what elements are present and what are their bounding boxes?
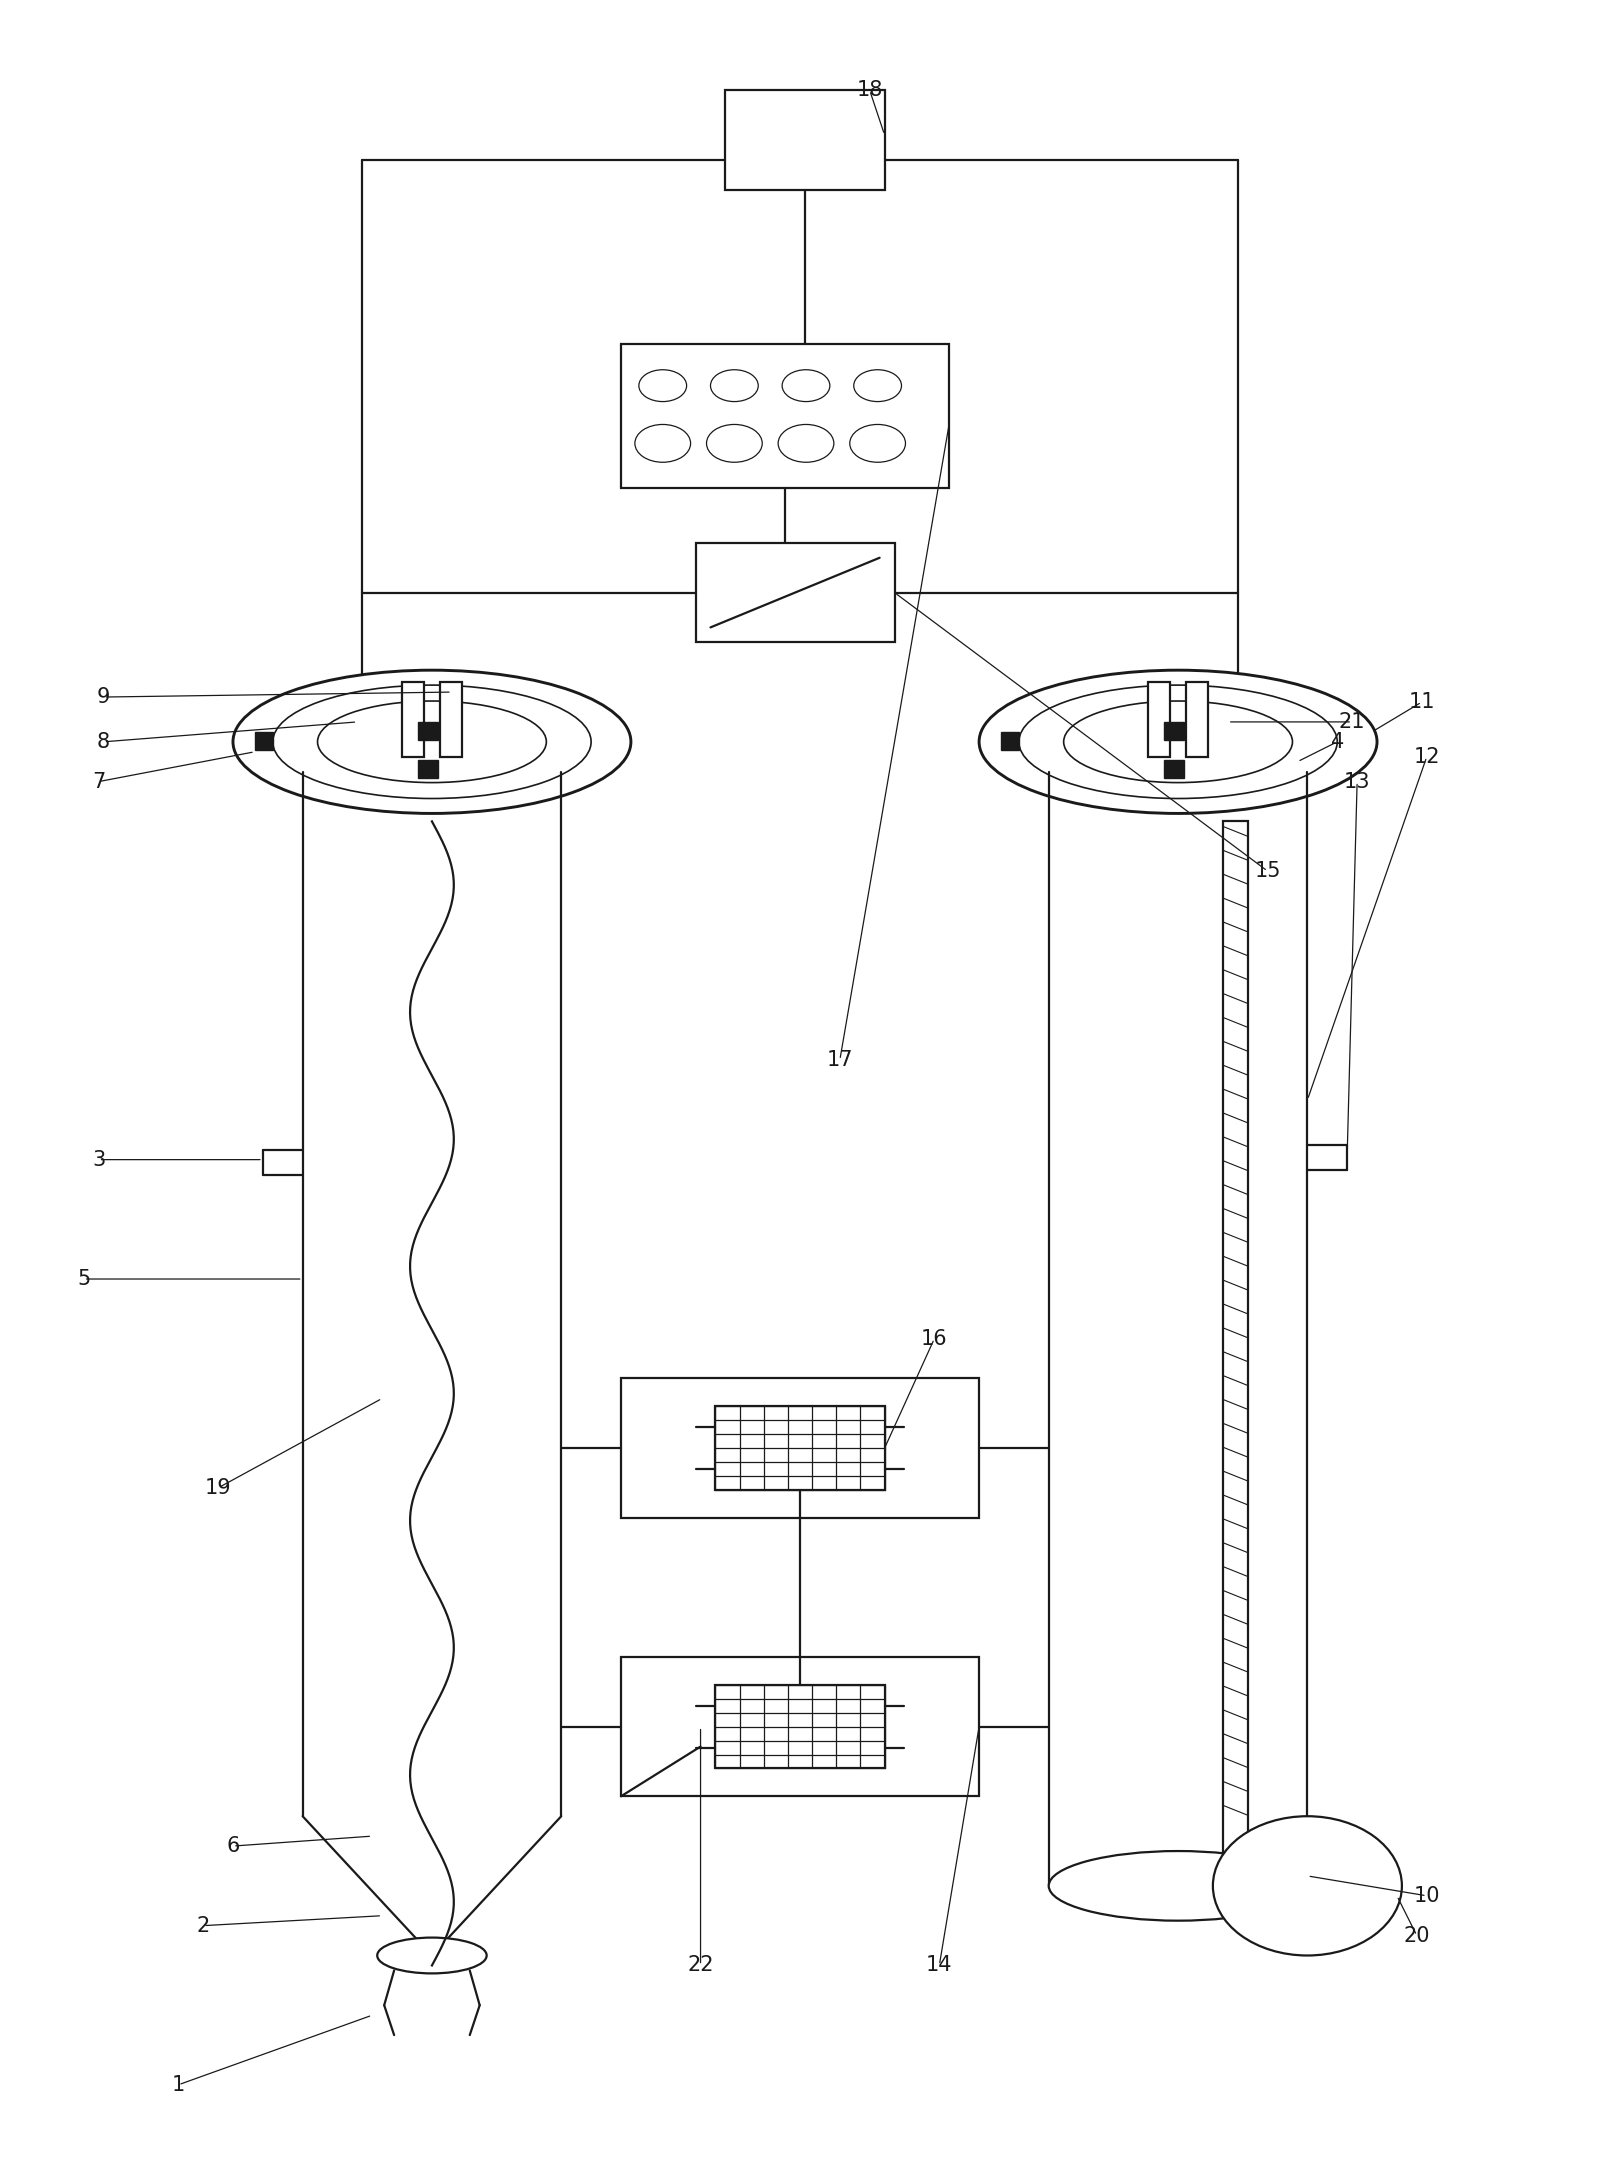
Bar (417, 721, 438, 741)
Text: 5: 5 (77, 1270, 90, 1289)
Text: 19: 19 (205, 1479, 232, 1498)
Bar (725, 89, 884, 189)
Text: 12: 12 (1413, 747, 1440, 767)
Text: 7: 7 (92, 771, 105, 791)
Text: 16: 16 (921, 1329, 947, 1348)
Bar (1165, 721, 1184, 741)
Bar (620, 1657, 979, 1797)
Text: 11: 11 (1408, 693, 1435, 712)
Text: 13: 13 (1344, 771, 1371, 791)
Text: 2: 2 (197, 1917, 209, 1936)
Bar (620, 1379, 979, 1518)
Text: 15: 15 (1255, 860, 1281, 882)
Text: 18: 18 (857, 81, 883, 100)
Bar (1223, 821, 1247, 1867)
Bar (417, 760, 438, 778)
Ellipse shape (781, 370, 830, 401)
Text: 10: 10 (1413, 1886, 1440, 1906)
Ellipse shape (778, 425, 834, 462)
Ellipse shape (377, 1938, 487, 1973)
Text: 8: 8 (97, 732, 110, 751)
Bar (440, 682, 462, 756)
Text: 17: 17 (826, 1050, 854, 1069)
Ellipse shape (1063, 701, 1292, 782)
Ellipse shape (710, 370, 759, 401)
Ellipse shape (1018, 686, 1337, 799)
Bar (1165, 760, 1184, 778)
Bar (1186, 682, 1208, 756)
Ellipse shape (272, 686, 591, 799)
Text: 6: 6 (226, 1836, 240, 1856)
Ellipse shape (979, 671, 1377, 812)
Ellipse shape (234, 671, 632, 812)
Bar (1000, 732, 1018, 749)
Ellipse shape (854, 370, 902, 401)
Ellipse shape (317, 701, 546, 782)
Bar (715, 1407, 884, 1490)
Bar (696, 542, 894, 643)
Ellipse shape (635, 425, 691, 462)
Text: 22: 22 (688, 1956, 714, 1975)
Ellipse shape (640, 370, 686, 401)
Ellipse shape (1213, 1816, 1402, 1956)
Text: 14: 14 (926, 1956, 952, 1975)
Text: 4: 4 (1331, 732, 1344, 751)
Ellipse shape (707, 425, 762, 462)
Ellipse shape (1049, 1851, 1308, 1921)
Text: 21: 21 (1339, 712, 1366, 732)
Text: 3: 3 (92, 1150, 105, 1170)
Bar (715, 1686, 884, 1769)
Text: 1: 1 (172, 2076, 185, 2095)
Bar (620, 344, 949, 488)
Bar (255, 732, 272, 749)
Bar (1149, 682, 1170, 756)
Text: 9: 9 (97, 686, 110, 708)
Bar (403, 682, 424, 756)
Ellipse shape (849, 425, 905, 462)
Text: 20: 20 (1403, 1925, 1431, 1945)
